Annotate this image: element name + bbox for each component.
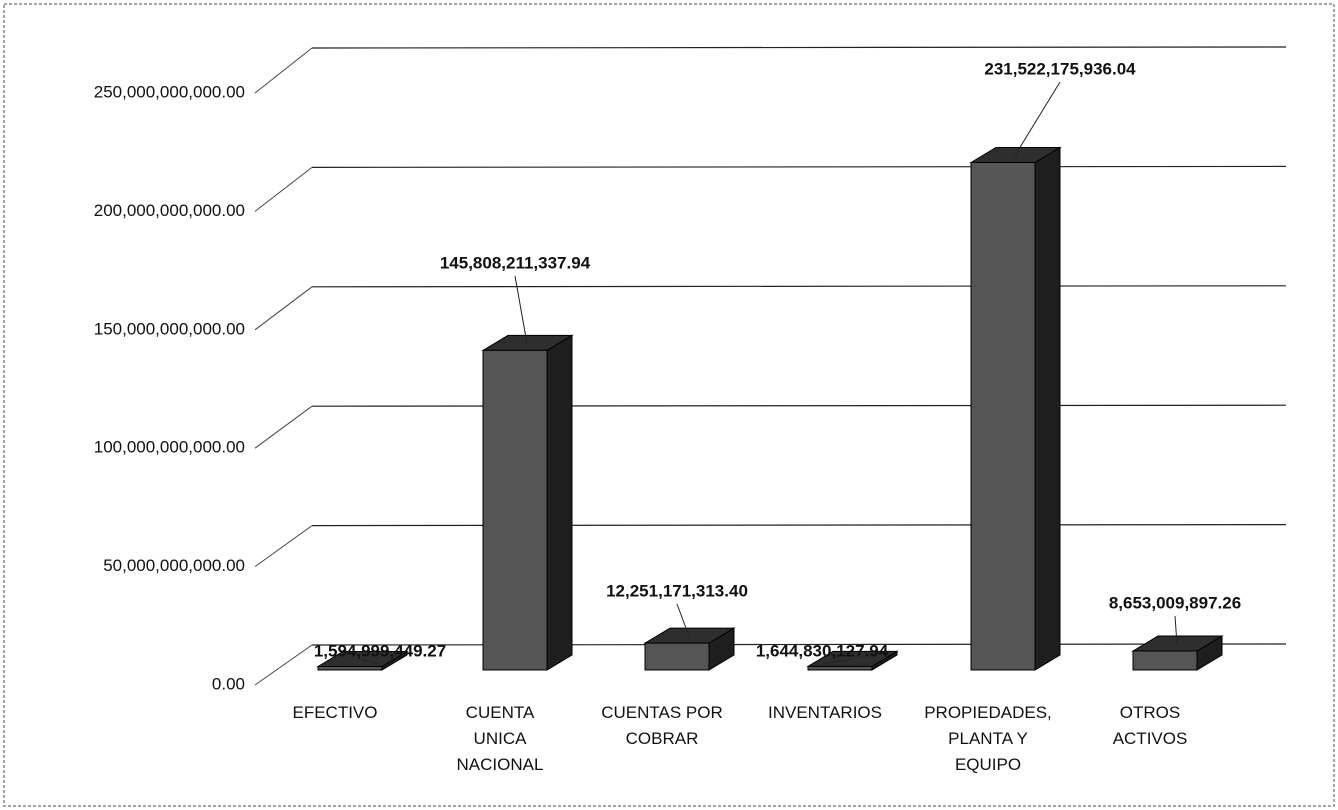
leader-line xyxy=(514,275,528,344)
bar xyxy=(316,650,409,671)
x-tick-label: INVENTARIOS xyxy=(768,703,882,722)
grid-diagonal xyxy=(254,644,313,686)
grid-line xyxy=(311,523,1287,527)
bar-side xyxy=(546,334,573,671)
bar xyxy=(969,146,1062,671)
bar-side xyxy=(1034,146,1061,671)
x-tick-label: EFECTIVO xyxy=(292,703,378,722)
y-tick-label: 200,000,000,000.00 xyxy=(94,201,245,220)
grid-line xyxy=(311,404,1287,407)
grid-diagonal xyxy=(254,286,313,331)
bar-front xyxy=(1132,650,1198,671)
bar-front xyxy=(807,665,873,671)
bar xyxy=(643,627,736,671)
value-label: 145,808,211,337.94 xyxy=(440,253,591,272)
bar-front xyxy=(482,349,548,671)
grid-line xyxy=(311,46,1287,49)
leader-line xyxy=(1174,615,1178,645)
bar-front xyxy=(644,642,710,671)
y-tick-label: 150,000,000,000.00 xyxy=(94,319,245,338)
grid-diagonal xyxy=(254,47,313,94)
x-tick-label: OTROS ACTIVOS xyxy=(1112,703,1188,748)
x-tick-label: PROPIEDADES, PLANTA Y EQUIPO xyxy=(924,703,1052,774)
value-label: 1,644,830,127.94 xyxy=(756,641,889,660)
value-label: 1,594,999,449.27 xyxy=(314,641,446,660)
grid-diagonal xyxy=(254,167,313,212)
grid-diagonal xyxy=(254,405,313,449)
bar-front xyxy=(317,666,383,671)
grid-diagonal xyxy=(254,525,313,568)
leader-line xyxy=(676,603,690,637)
y-tick-label: 100,000,000,000.00 xyxy=(94,438,245,457)
grid-line xyxy=(311,165,1287,168)
bar-front xyxy=(970,162,1036,671)
grid-line xyxy=(311,285,1287,288)
value-label: 231,522,175,936.04 xyxy=(984,59,1136,78)
x-tick-label: CUENTAS POR COBRAR xyxy=(601,703,723,748)
frame xyxy=(3,3,1335,807)
leader-line xyxy=(361,659,381,665)
y-tick-label: 0.00 xyxy=(212,674,245,693)
value-label: 8,653,009,897.26 xyxy=(1109,593,1241,612)
grid-line xyxy=(311,643,1287,646)
y-tick-label: 50,000,000,000.00 xyxy=(103,556,245,575)
x-tick-label: CUENTA UNICA NACIONAL xyxy=(456,703,544,774)
y-tick-label: 250,000,000,000.00 xyxy=(94,82,245,101)
leader-line xyxy=(821,658,853,665)
value-label: 12,251,171,313.40 xyxy=(606,581,748,600)
bar xyxy=(1131,635,1224,671)
bar xyxy=(481,334,574,671)
leader-line xyxy=(1014,81,1061,156)
